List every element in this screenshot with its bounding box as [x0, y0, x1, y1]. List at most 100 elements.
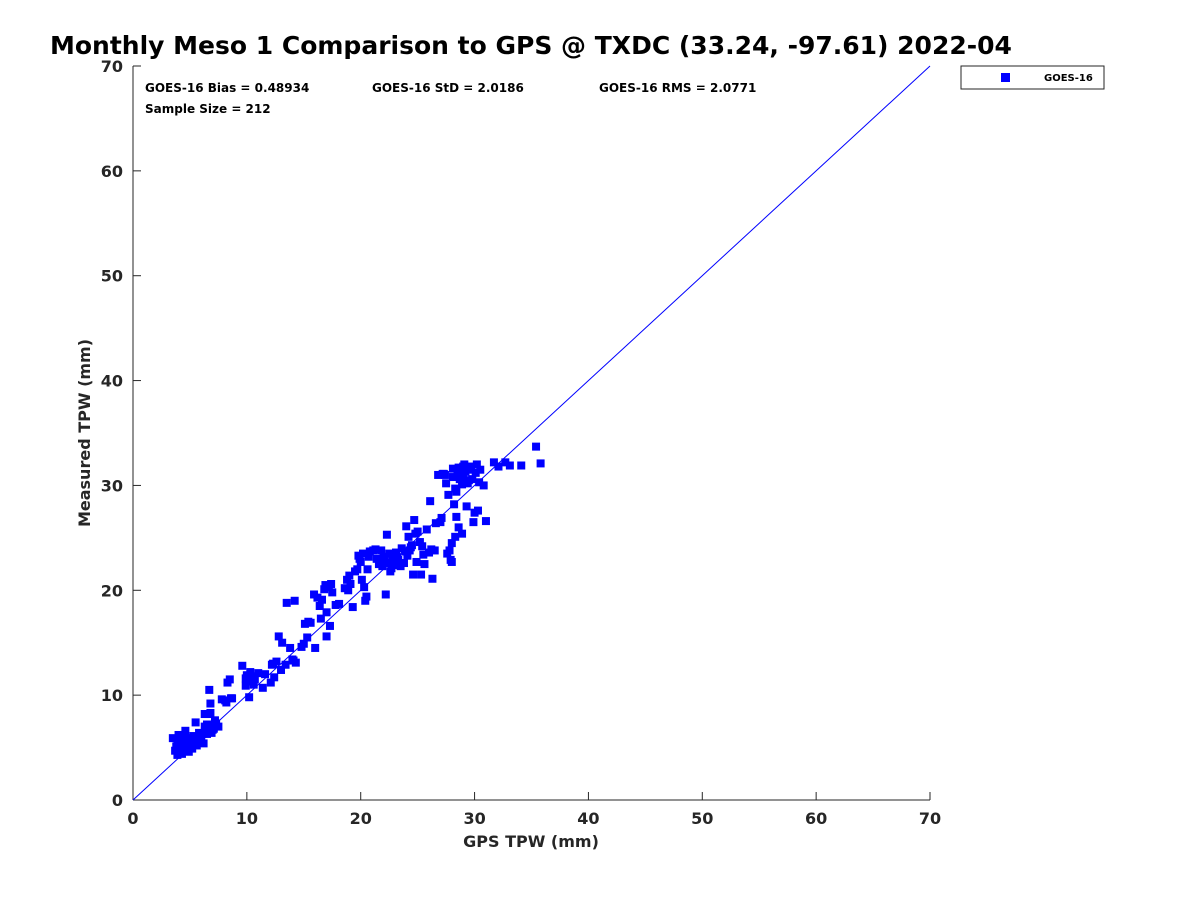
data-point: [428, 574, 437, 583]
data-point: [427, 545, 436, 554]
data-point: [411, 529, 420, 538]
data-point: [180, 733, 189, 742]
data-point: [282, 598, 291, 607]
legend-label: GOES-16: [1044, 73, 1093, 84]
x-tick-label: 10: [236, 809, 258, 828]
data-point: [277, 665, 286, 674]
data-point: [454, 523, 463, 532]
data-point: [412, 557, 421, 566]
data-point: [193, 733, 202, 742]
data-point: [472, 460, 481, 469]
data-point: [353, 565, 362, 574]
data-point: [200, 722, 209, 731]
y-axis-label: Measured TPW (mm): [75, 339, 94, 527]
data-point: [450, 500, 459, 509]
data-point: [348, 603, 357, 612]
data-point: [371, 545, 380, 554]
x-tick-label: 50: [691, 809, 713, 828]
data-point: [174, 730, 183, 739]
data-point: [489, 458, 498, 467]
x-tick-label: 40: [577, 809, 599, 828]
data-point: [286, 643, 295, 652]
data-point: [445, 546, 454, 555]
data-point: [182, 740, 191, 749]
data-point: [195, 728, 204, 737]
data-point: [422, 525, 431, 534]
legend: GOES-16: [960, 65, 1105, 90]
x-tick-label: 20: [350, 809, 372, 828]
data-point: [402, 522, 411, 531]
data-point: [303, 633, 312, 642]
data-point: [372, 554, 381, 563]
data-point: [266, 678, 275, 687]
data-point: [270, 673, 279, 682]
data-point: [245, 693, 254, 702]
data-point: [288, 655, 297, 664]
data-point: [379, 552, 388, 561]
data-point: [343, 575, 352, 584]
data-point: [442, 479, 451, 488]
data-point: [532, 442, 541, 451]
data-point: [436, 518, 445, 527]
data-point: [415, 538, 424, 547]
bias-annotation: GOES-16 Bias = 0.48934: [145, 81, 309, 95]
data-point: [458, 529, 467, 538]
rms-annotation: GOES-16 RMS = 2.0771: [599, 81, 756, 95]
data-point: [357, 575, 366, 584]
data-point: [258, 683, 267, 692]
x-axis-label: GPS TPW (mm): [463, 832, 599, 851]
data-point: [311, 643, 320, 652]
y-tick-label: 30: [101, 476, 123, 495]
data-point: [242, 671, 251, 680]
data-point: [225, 675, 234, 684]
sample-size-annotation: Sample Size = 212: [145, 102, 271, 116]
data-point: [316, 614, 325, 623]
data-point: [344, 586, 353, 595]
data-point: [420, 560, 429, 569]
data-point: [281, 660, 290, 669]
data-point: [479, 481, 488, 490]
legend-box: [960, 65, 1105, 90]
data-point: [475, 478, 484, 487]
data-point: [177, 749, 186, 758]
data-point: [179, 745, 188, 754]
data-point: [238, 661, 247, 670]
data-point: [462, 502, 471, 511]
data-point: [387, 564, 396, 573]
data-point: [241, 681, 250, 690]
data-point: [451, 532, 460, 541]
data-point: [299, 639, 308, 648]
data-point: [481, 517, 490, 526]
data-point: [345, 571, 354, 580]
data-point: [454, 463, 463, 472]
y-tick-label: 60: [101, 162, 123, 181]
data-point: [405, 546, 414, 555]
data-point: [447, 539, 456, 548]
data-point: [399, 559, 408, 568]
data-point: [358, 549, 367, 558]
y-tick-label: 70: [101, 57, 123, 76]
data-point: [221, 696, 230, 705]
y-tick-label: 40: [101, 372, 123, 391]
data-point: [327, 579, 336, 588]
data-point: [471, 468, 480, 477]
data-point: [468, 475, 477, 484]
data-point: [204, 710, 213, 719]
data-point: [417, 570, 426, 579]
data-point: [404, 532, 413, 541]
data-point: [494, 462, 503, 471]
data-point: [403, 551, 412, 560]
data-point: [476, 465, 485, 474]
x-tick-label: 60: [805, 809, 827, 828]
x-tick-label: 0: [127, 809, 138, 828]
data-point: [214, 722, 223, 731]
data-point: [173, 737, 182, 746]
data-point: [452, 512, 461, 521]
data-point: [362, 592, 371, 601]
data-point: [469, 518, 478, 527]
data-point: [243, 676, 252, 685]
data-point: [447, 557, 456, 566]
data-point: [434, 470, 443, 479]
